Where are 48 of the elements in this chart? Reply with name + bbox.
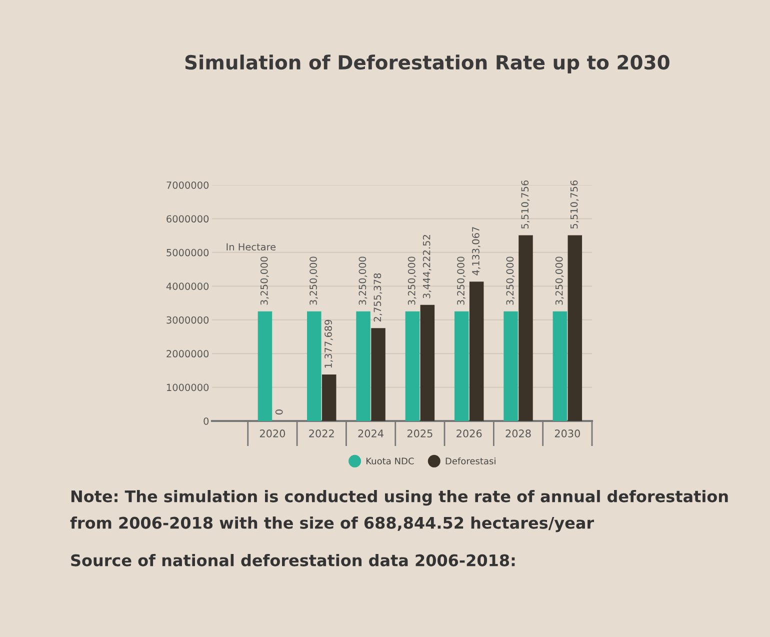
data-label: 0 — [275, 410, 283, 414]
bar — [258, 311, 272, 421]
data-label: 3,250,000 — [260, 256, 269, 305]
bar — [454, 311, 469, 421]
text: Note: The simulation is conducted using the rate of annual deforestation from 2006-2018 with the size of 688,844.52 hectares/year — [70, 490, 728, 532]
x-tick-label: 2020 — [260, 430, 286, 438]
data-label: 5,510,756 — [521, 180, 530, 229]
data-label: 3,250,000 — [408, 256, 416, 305]
source-note: Source of national deforestation data 2006-2018: — [71, 554, 515, 566]
y-tick-label: 5000000 — [166, 248, 209, 256]
x-tick-label: 2028 — [506, 430, 531, 438]
bar — [420, 304, 435, 421]
y-tick-label: 1000000 — [166, 384, 209, 392]
data-label: 5,510,756 — [570, 180, 579, 229]
data-label: 3,250,000 — [457, 256, 466, 305]
y-tick-label: 6000000 — [166, 215, 209, 223]
y-tick-label: 0 — [204, 417, 209, 425]
y-tick-label: 7000000 — [166, 181, 209, 189]
bar — [518, 235, 533, 421]
x-tick-label: 2022 — [309, 430, 334, 438]
legend-label: Kuota NDC — [366, 458, 414, 464]
x-tick-label: 2026 — [456, 430, 482, 438]
data-label: 3,250,000 — [555, 256, 564, 305]
data-label: 3,250,000 — [506, 256, 515, 305]
x-tick-label: 2025 — [407, 430, 432, 438]
bar — [552, 311, 568, 421]
x-tick-label: 2024 — [358, 430, 384, 438]
chart-title: Simulation of Deforestation Rate up to 2030 — [185, 54, 670, 74]
y-axis-title: In Hectare — [226, 243, 276, 251]
bar — [307, 311, 322, 421]
bar — [371, 328, 386, 421]
legend-label: Deforestasi — [446, 457, 496, 464]
data-label: 2,755,378 — [374, 273, 382, 322]
data-label: 1,377,689 — [324, 320, 333, 368]
bar — [469, 282, 484, 421]
data-label: 3,250,000 — [358, 256, 368, 305]
bar — [405, 311, 420, 421]
bar — [568, 235, 582, 421]
data-label: 4,133,067 — [472, 227, 480, 276]
bar — [322, 374, 336, 421]
bar — [356, 311, 370, 421]
bar — [504, 311, 518, 421]
x-tick-label: 2030 — [554, 430, 580, 438]
data-label: 3,444,222.52 — [422, 235, 432, 298]
data-label: 3,250,000 — [310, 256, 318, 305]
y-tick-label: 4000000 — [166, 282, 209, 290]
y-tick-label: 2000000 — [166, 350, 209, 358]
y-tick-label: 3000000 — [166, 316, 209, 324]
